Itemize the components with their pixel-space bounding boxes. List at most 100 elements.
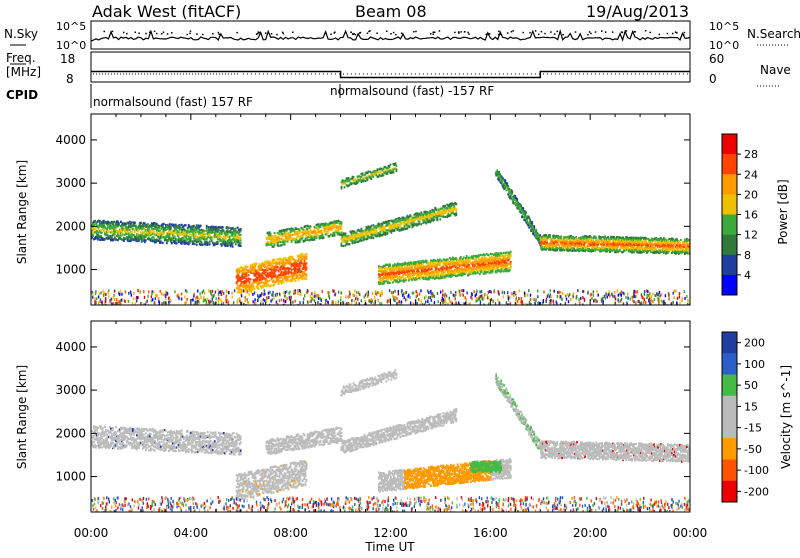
noise-search-dot	[145, 33, 147, 35]
echo-cell	[275, 274, 277, 276]
echo-cell	[447, 259, 449, 261]
echo-cell	[420, 277, 422, 279]
echo-cell	[460, 257, 462, 259]
echo-cell	[494, 268, 496, 270]
echo-cell	[322, 234, 324, 236]
noise-search-dot	[430, 33, 432, 35]
echo-cell	[394, 229, 396, 231]
echo-cell	[295, 260, 297, 262]
echo-cell	[466, 255, 468, 257]
echo-cell	[351, 235, 353, 237]
echo-cell	[385, 232, 387, 234]
echo-cell	[230, 231, 232, 233]
echo-cell	[281, 230, 283, 232]
station-title: Adak West (fitACF)	[92, 2, 241, 21]
echo-cell	[142, 231, 144, 233]
echo-cell	[160, 240, 162, 242]
noise-search-dot	[401, 33, 403, 35]
echo-cell	[121, 239, 123, 241]
echo-cell	[292, 256, 294, 258]
noise-search-dot	[675, 31, 677, 33]
echo-cell	[195, 236, 197, 238]
cpid-program-2: normalsound (fast) -157 RF	[330, 84, 494, 98]
echo-cell	[159, 227, 161, 229]
echo-cell	[429, 210, 431, 212]
echo-cell	[390, 272, 392, 274]
echo-cell	[143, 229, 145, 231]
noise-search-dot	[161, 33, 163, 35]
echo-cell	[237, 285, 239, 287]
echo-cell	[321, 229, 323, 231]
noise-search-dot	[276, 34, 278, 36]
echo-cell	[508, 267, 510, 269]
noise-search-dot	[634, 31, 636, 32]
echo-cell	[170, 226, 172, 228]
echo-cell	[260, 279, 262, 281]
noise-search-dot	[587, 34, 589, 36]
echo-cell	[238, 240, 240, 242]
echo-cell	[326, 223, 328, 225]
echo-cell	[136, 228, 138, 230]
echo-cell	[463, 271, 465, 273]
echo-cell	[302, 258, 304, 260]
noise-search-dot	[292, 32, 294, 34]
echo-cell	[442, 216, 444, 218]
echo-cell	[271, 284, 273, 286]
echo-cell	[281, 244, 283, 246]
noise-search-dot	[325, 33, 327, 35]
echo-cell	[371, 225, 373, 227]
echo-cell	[176, 242, 178, 244]
noise-search-dot	[464, 31, 466, 33]
noise-search-dot	[529, 32, 531, 34]
noise-search-dot	[683, 34, 685, 36]
echo-cell	[282, 278, 284, 280]
noise-search-dot	[645, 30, 647, 32]
echo-cell	[288, 279, 290, 281]
echo-cell	[171, 242, 173, 244]
echo-cell	[455, 264, 457, 266]
echo-cell	[397, 271, 399, 273]
echo-cell	[507, 263, 509, 265]
echo-cell	[437, 264, 439, 266]
echo-cell	[367, 238, 369, 240]
echo-cell	[316, 237, 318, 239]
echo-cell	[501, 181, 503, 183]
echo-cell	[297, 275, 299, 277]
echo-cell	[434, 275, 436, 277]
echo-cell	[480, 254, 482, 256]
echo-cell	[422, 272, 424, 274]
echo-cell	[529, 219, 531, 221]
echo-cell	[277, 266, 279, 268]
echo-cell	[419, 221, 421, 223]
echo-cell	[206, 238, 208, 240]
echo-cell	[147, 234, 149, 236]
echo-cell	[362, 234, 364, 236]
echo-cell	[298, 279, 300, 281]
noise-search-dot	[595, 31, 597, 33]
echo-cell	[521, 215, 523, 217]
echo-cell	[258, 288, 260, 290]
noise-left-tick-top: 10^5	[56, 20, 86, 33]
echo-cell	[159, 230, 161, 232]
echo-cell	[115, 238, 117, 240]
echo-cell	[474, 265, 476, 267]
echo-cell	[410, 274, 412, 276]
echo-cell	[205, 233, 207, 235]
echo-cell	[274, 259, 276, 261]
echo-cell	[508, 259, 510, 261]
echo-cell	[276, 261, 278, 263]
echo-cell	[267, 269, 269, 271]
echo-cell	[522, 208, 524, 210]
freq-tick-top: 18	[60, 52, 75, 66]
echo-cell	[280, 269, 282, 271]
noise-search-dot	[350, 32, 352, 34]
echo-cell	[163, 223, 165, 225]
echo-cell	[441, 207, 443, 209]
echo-cell	[472, 257, 474, 259]
echo-cell	[455, 212, 457, 214]
echo-cell	[278, 245, 280, 247]
echo-cell	[558, 244, 560, 246]
echo-cell	[221, 233, 223, 235]
noise-search-dot	[498, 31, 500, 32]
echo-cell	[204, 230, 206, 232]
